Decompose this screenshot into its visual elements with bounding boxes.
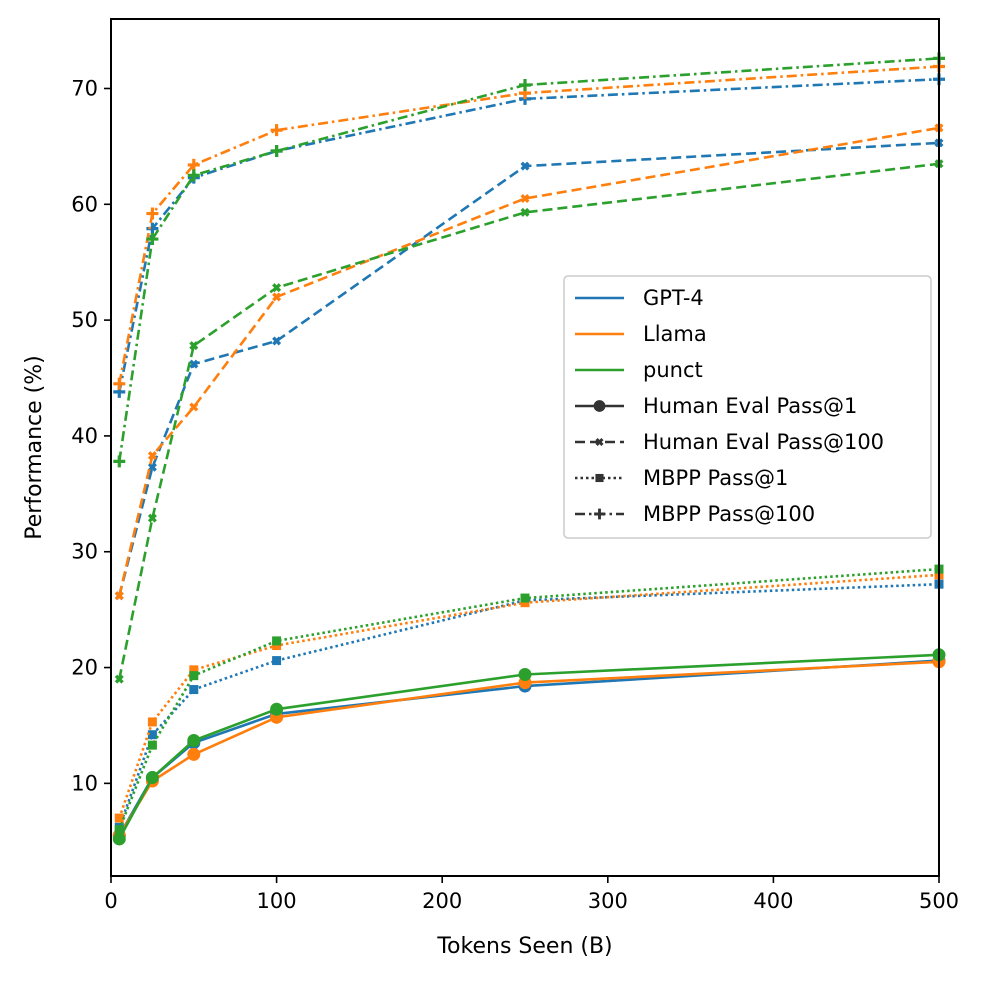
series-line <box>118 57 940 462</box>
data-point <box>114 813 124 823</box>
data-point <box>147 730 157 740</box>
legend-entry: Human Eval Pass@100 <box>575 430 884 454</box>
x-tick-label: 100 <box>257 889 297 913</box>
data-point <box>147 513 157 523</box>
x-tick-label: 500 <box>919 889 959 913</box>
data-point <box>519 79 531 92</box>
legend-label: Human Eval Pass@1 <box>643 394 857 418</box>
legend-label: Human Eval Pass@100 <box>643 430 884 454</box>
data-point <box>272 656 282 666</box>
legend-entry: punct <box>575 358 703 382</box>
data-point <box>518 667 532 681</box>
y-tick-label: 30 <box>71 540 98 564</box>
data-point <box>146 207 159 220</box>
data-point <box>189 671 199 681</box>
data-point <box>187 734 201 748</box>
x-axis-ticks: 0 100 200 300 400 500 <box>104 876 959 913</box>
data-point <box>595 473 604 483</box>
x-tick-label: 300 <box>588 889 628 913</box>
legend-entry: MBPP Pass@100 <box>575 502 815 526</box>
y-tick-label: 20 <box>71 656 98 680</box>
data-point <box>520 207 530 217</box>
y-tick-label: 50 <box>71 308 98 332</box>
y-tick-label: 10 <box>71 771 98 795</box>
legend-entry: MBPP Pass@1 <box>575 466 788 490</box>
x-tick-label: 400 <box>753 889 793 913</box>
data-point <box>113 385 126 398</box>
y-tick-label: 70 <box>71 76 98 100</box>
plot-area <box>112 52 946 846</box>
data-point <box>114 674 124 684</box>
data-point <box>114 591 124 601</box>
data-point <box>272 283 282 293</box>
series-llama-human-eval-pass-1 <box>112 655 946 842</box>
legend-label: Llama <box>643 322 707 346</box>
data-point <box>189 685 199 695</box>
series-line <box>118 126 940 596</box>
data-point <box>520 598 530 608</box>
y-axis-label: Performance (%) <box>22 355 47 539</box>
y-tick-label: 40 <box>71 424 98 448</box>
series-line <box>118 653 940 840</box>
data-point <box>189 665 199 675</box>
x-axis-label: Tokens Seen (B) <box>436 934 612 959</box>
data-point <box>187 158 200 171</box>
data-point <box>147 740 157 750</box>
data-point <box>113 377 126 390</box>
series-gpt-4-mbpp-pass-1 <box>114 579 944 832</box>
data-point <box>270 702 284 716</box>
series-line <box>118 582 940 828</box>
series-llama-mbpp-pass-1 <box>114 570 944 823</box>
data-point <box>272 292 282 302</box>
data-point <box>272 336 282 346</box>
data-point <box>595 437 604 447</box>
legend-label: GPT-4 <box>643 286 704 310</box>
data-point <box>146 222 159 235</box>
legend-box <box>563 275 932 539</box>
data-point <box>520 161 530 171</box>
data-point <box>520 194 530 204</box>
data-point <box>270 145 283 158</box>
data-point <box>147 451 157 461</box>
legend-label: punct <box>643 358 703 382</box>
axes-frame <box>110 18 940 877</box>
data-point <box>520 593 530 603</box>
series-line <box>118 567 940 831</box>
y-axis-ticks: 10 20 30 40 50 60 70 <box>71 76 111 795</box>
data-point <box>114 825 124 835</box>
data-point <box>147 717 157 727</box>
series-punct-human-eval-pass-1 <box>112 648 946 846</box>
legend-label: MBPP Pass@100 <box>643 502 815 526</box>
series-line <box>118 573 940 819</box>
legend-entry: GPT-4 <box>575 286 704 310</box>
data-point <box>270 124 283 137</box>
data-point <box>145 771 159 785</box>
legend-entry: Llama <box>575 322 707 346</box>
legend-entry: Human Eval Pass@1 <box>575 394 857 418</box>
data-point <box>112 832 126 846</box>
series-line <box>118 162 940 680</box>
data-point <box>594 508 605 520</box>
x-tick-label: 0 <box>104 889 117 913</box>
data-point <box>113 455 126 468</box>
legend: GPT-4 Llama punct Human Eval Pass@1 Human Ev… <box>563 275 932 539</box>
data-point <box>272 641 282 651</box>
data-point <box>189 402 199 412</box>
data-point <box>187 747 201 761</box>
data-point <box>593 400 606 412</box>
data-point <box>189 341 199 351</box>
legend-label: MBPP Pass@1 <box>643 466 788 490</box>
data-point <box>272 636 282 646</box>
data-point <box>146 233 159 246</box>
data-point <box>189 359 199 369</box>
series-line <box>118 65 940 385</box>
y-tick-label: 60 <box>71 192 98 216</box>
data-point <box>519 87 531 100</box>
x-tick-label: 200 <box>422 889 462 913</box>
data-point <box>187 169 200 182</box>
series-punct-human-eval-pass-100 <box>114 159 944 684</box>
